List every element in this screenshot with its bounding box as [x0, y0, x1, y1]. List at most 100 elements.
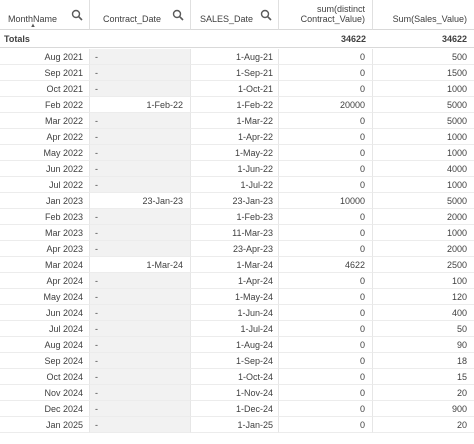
- month-cell[interactable]: Feb 2023: [0, 209, 90, 225]
- header-line-2: Contract_Value): [300, 14, 365, 24]
- contract-value-cell: 0: [279, 241, 373, 257]
- month-cell[interactable]: Sep 2021: [0, 65, 90, 81]
- totals-cell: [90, 30, 191, 48]
- month-cell[interactable]: Mar 2023: [0, 225, 90, 241]
- month-cell[interactable]: Jul 2022: [0, 177, 90, 193]
- sales-date-cell: 1-Jun-22: [191, 161, 279, 177]
- sales-date-cell: 1-Jun-24: [191, 305, 279, 321]
- month-cell[interactable]: Jun 2024: [0, 305, 90, 321]
- contract-date-cell: -: [90, 225, 191, 241]
- contract-date-cell: -: [90, 49, 191, 65]
- search-icon[interactable]: [172, 9, 184, 21]
- contract-date-cell: -: [90, 65, 191, 81]
- contract-date-cell: -: [90, 161, 191, 177]
- month-cell[interactable]: Jul 2024: [0, 321, 90, 337]
- month-cell[interactable]: Nov 2024: [0, 385, 90, 401]
- month-cell[interactable]: Aug 2024: [0, 337, 90, 353]
- sales-date-cell: 1-Nov-24: [191, 385, 279, 401]
- contract-value-cell: 0: [279, 321, 373, 337]
- contract-value-cell: 0: [279, 145, 373, 161]
- search-icon[interactable]: [260, 9, 272, 21]
- month-cell[interactable]: Apr 2022: [0, 129, 90, 145]
- column-header-monthname[interactable]: MonthName ▲: [0, 0, 90, 30]
- contract-date-cell: -: [90, 113, 191, 129]
- month-cell[interactable]: Aug 2021: [0, 49, 90, 65]
- month-cell[interactable]: Mar 2024: [0, 257, 90, 273]
- contract-value-cell: 0: [279, 161, 373, 177]
- contract-date-cell: 1-Feb-22: [90, 97, 191, 113]
- contract-date-cell: -: [90, 385, 191, 401]
- month-cell[interactable]: Oct 2024: [0, 369, 90, 385]
- search-icon[interactable]: [71, 9, 83, 21]
- sales-value-cell: 1000: [373, 177, 474, 193]
- sales-value-cell: 2500: [373, 257, 474, 273]
- contract-date-cell: -: [90, 305, 191, 321]
- contract-date-cell: -: [90, 337, 191, 353]
- totals-contract-value-cell: 34622: [279, 30, 373, 48]
- sales-value-cell: 15: [373, 369, 474, 385]
- sales-date-cell: 1-Jan-25: [191, 417, 279, 433]
- contract-value-cell: 0: [279, 81, 373, 97]
- sales-date-cell: 1-Mar-22: [191, 113, 279, 129]
- sales-date-cell: 1-Dec-24: [191, 401, 279, 417]
- month-cell[interactable]: May 2024: [0, 289, 90, 305]
- sales-date-cell: 1-Apr-24: [191, 273, 279, 289]
- month-cell[interactable]: Mar 2022: [0, 113, 90, 129]
- month-cell[interactable]: May 2022: [0, 145, 90, 161]
- sales-value-cell: 120: [373, 289, 474, 305]
- contract-date-cell: -: [90, 145, 191, 161]
- column-header-label: sum(distinct Contract_Value): [301, 4, 365, 24]
- column-header-contract-value[interactable]: sum(distinct Contract_Value): [279, 0, 373, 30]
- sales-date-cell: 11-Mar-23: [191, 225, 279, 241]
- column-header-sales-date[interactable]: SALES_Date: [191, 0, 279, 30]
- sales-value-cell: 1000: [373, 145, 474, 161]
- sales-value-cell: 100: [373, 273, 474, 289]
- contract-value-cell: 0: [279, 129, 373, 145]
- totals-cell: [191, 30, 279, 48]
- contract-date-cell: -: [90, 401, 191, 417]
- month-cell[interactable]: Oct 2021: [0, 81, 90, 97]
- contract-date-cell: -: [90, 177, 191, 193]
- contract-value-cell: 0: [279, 113, 373, 129]
- sort-ascending-icon: ▲: [30, 23, 36, 29]
- contract-date-cell: 1-Mar-24: [90, 257, 191, 273]
- contract-date-cell: -: [90, 353, 191, 369]
- sales-date-cell: 23-Apr-23: [191, 241, 279, 257]
- contract-date-cell: -: [90, 289, 191, 305]
- contract-value-cell: 0: [279, 401, 373, 417]
- sales-value-cell: 20: [373, 417, 474, 433]
- sales-date-cell: 1-Jul-22: [191, 177, 279, 193]
- sales-date-cell: 1-Feb-22: [191, 97, 279, 113]
- contract-value-cell: 0: [279, 65, 373, 81]
- totals-sales-value-cell: 34622: [373, 30, 474, 48]
- contract-value-cell: 0: [279, 417, 373, 433]
- contract-value-cell: 10000: [279, 193, 373, 209]
- column-header-contract-date[interactable]: Contract_Date: [90, 0, 191, 30]
- contract-date-cell: -: [90, 209, 191, 225]
- contract-value-cell: 20000: [279, 97, 373, 113]
- sales-value-cell: 1000: [373, 81, 474, 97]
- totals-contract-value: 34622: [340, 34, 366, 44]
- month-cell[interactable]: Jun 2022: [0, 161, 90, 177]
- column-header-sales-value[interactable]: Sum(Sales_Value): [373, 0, 474, 30]
- sales-value-cell: 400: [373, 305, 474, 321]
- month-cell[interactable]: Apr 2023: [0, 241, 90, 257]
- totals-label-cell: Totals: [0, 30, 90, 48]
- month-cell[interactable]: Jan 2025: [0, 417, 90, 433]
- month-cell[interactable]: Feb 2022: [0, 97, 90, 113]
- month-cell[interactable]: Sep 2024: [0, 353, 90, 369]
- contract-value-cell: 0: [279, 369, 373, 385]
- sales-value-cell: 50: [373, 321, 474, 337]
- sales-date-cell: 1-Apr-22: [191, 129, 279, 145]
- contract-date-cell: -: [90, 417, 191, 433]
- contract-value-cell: 4622: [279, 257, 373, 273]
- header-line-1: sum(distinct: [316, 4, 365, 14]
- contract-date-cell: -: [90, 321, 191, 337]
- month-cell[interactable]: Dec 2024: [0, 401, 90, 417]
- month-cell[interactable]: Apr 2024: [0, 273, 90, 289]
- sales-date-cell: 1-May-22: [191, 145, 279, 161]
- totals-sales-value: 34622: [441, 34, 467, 44]
- contract-value-cell: 0: [279, 225, 373, 241]
- month-cell[interactable]: Jan 2023: [0, 193, 90, 209]
- sales-date-cell: 1-May-24: [191, 289, 279, 305]
